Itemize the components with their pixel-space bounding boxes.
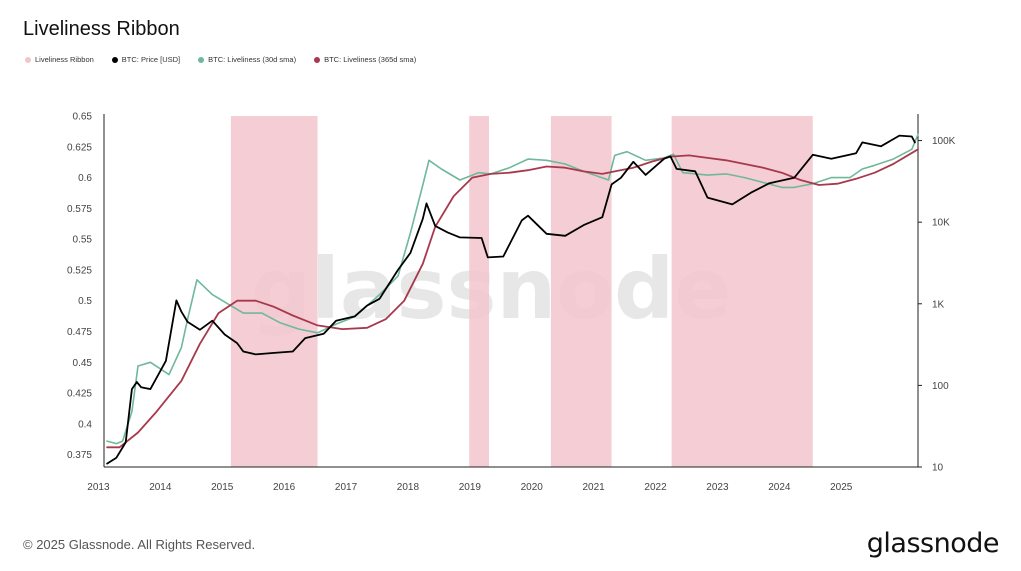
price-line [106,134,916,465]
y-left-tick-label: 0.55 [73,235,93,246]
legend-swatch-365d [314,56,321,63]
legend-swatch-price [111,56,118,63]
x-tick-label: 2023 [706,482,729,493]
legend-label: BTC: Liveliness (30d sma) [208,55,297,64]
chart-title: Liveliness Ribbon [23,18,180,40]
y-left-tick-label: 0.5 [78,296,92,307]
y-left-tick-label: 0.6 [78,173,92,184]
x-tick-label: 2013 [87,482,110,493]
x-tick-label: 2019 [459,482,482,493]
legend-swatch-ribbon [25,56,31,63]
watermark: glassnode [251,240,731,338]
x-tick-label: 2016 [273,482,296,493]
legend-item-liveliness-ribbon[interactable]: Liveliness Ribbon [25,55,94,64]
legend-item-btc-price[interactable]: BTC: Price [USD] [111,55,181,64]
liveliness-30d-line [106,133,919,445]
liveliness-365d-line [106,148,919,449]
y-left-tick-label: 0.625 [67,142,92,153]
copyright-footer: © 2025 Glassnode. All Rights Reserved. [23,537,256,552]
legend-swatch-30d [198,56,205,63]
y-right-tick-label: 100K [932,136,956,147]
y-left-tick-label: 0.425 [67,389,92,400]
legend-label: BTC: Liveliness (365d sma) [324,55,417,64]
ribbon-band-1 [469,116,490,467]
legend: Liveliness Ribbon BTC: Price [USD] BTC: … [25,55,416,64]
ribbon-band-0 [230,116,318,467]
y-right-tick-label: 100 [932,381,949,392]
x-tick-label: 2025 [830,482,853,493]
x-tick-label: 2020 [521,482,544,493]
y-right-tick-label: 10K [932,218,950,229]
x-tick-label: 2022 [644,482,667,493]
x-tick-label: 2018 [397,482,420,493]
y-left-tick-label: 0.525 [67,265,92,276]
y-left-tick-label: 0.65 [73,112,93,123]
legend-label: Liveliness Ribbon [35,55,94,64]
x-tick-label: 2014 [149,482,172,493]
legend-item-liveliness-365d[interactable]: BTC: Liveliness (365d sma) [314,55,416,64]
y-right-tick-label: 10 [932,463,944,474]
x-tick-label: 2015 [211,482,234,493]
y-left-tick-label: 0.575 [67,204,92,215]
y-left-tick-label: 0.4 [78,419,92,430]
x-tick-label: 2017 [335,482,358,493]
x-tick-label: 2024 [768,482,791,493]
glassnode-logo: glassnode [866,528,1000,559]
ribbon-band-2 [550,116,612,467]
y-right-tick-label: 1K [932,299,945,310]
x-tick-label: 2021 [583,482,606,493]
y-left-tick-label: 0.475 [67,327,92,338]
legend-item-liveliness-30d[interactable]: BTC: Liveliness (30d sma) [198,55,296,64]
ribbon-band-3 [671,116,813,467]
y-left-tick-label: 0.375 [67,450,92,461]
y-left-tick-label: 0.45 [73,358,93,369]
legend-label: BTC: Price [USD] [121,55,181,64]
